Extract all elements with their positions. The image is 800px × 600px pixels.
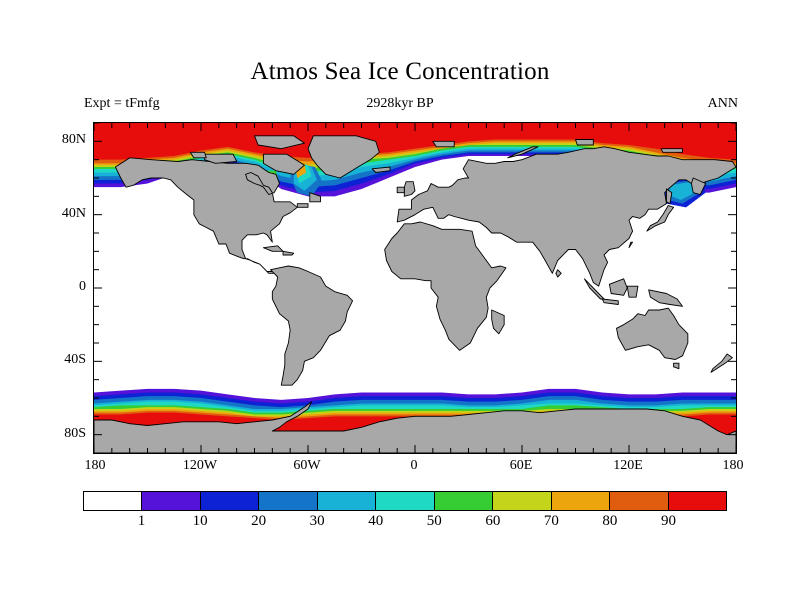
colorbar <box>83 491 727 511</box>
colorbar-segment <box>433 492 493 510</box>
land-ireland <box>396 186 405 194</box>
land-borneo <box>608 278 628 296</box>
chart-subtitle: 2928kyr BP <box>366 96 434 111</box>
sea-ice-map <box>94 123 736 453</box>
x-tick-label: 0 <box>410 458 418 473</box>
land-sakhalin <box>666 188 673 205</box>
experiment-label: Expt = tFmfg <box>84 96 160 111</box>
land-java <box>601 298 619 305</box>
colorbar-segments <box>83 491 727 511</box>
y-tick-label: 80N <box>61 132 86 148</box>
x-tick-label: 120W <box>182 458 218 473</box>
land-novaya-zemlya <box>507 146 539 159</box>
colorbar-segment <box>492 492 551 510</box>
land-sulawesi <box>626 285 639 298</box>
land-british-isles <box>403 181 416 197</box>
colorbar-tick-label: 1 <box>137 513 146 529</box>
colorbar-tick-label: 60 <box>485 513 501 529</box>
land-banks-island <box>189 151 207 159</box>
land-kamchatka <box>690 177 707 195</box>
colorbar-tick-label: 20 <box>251 513 267 529</box>
land-tasmania <box>673 362 680 370</box>
colorbar-tick-label: 40 <box>368 513 384 529</box>
y-tick-label: 80S <box>64 425 86 441</box>
y-tick-label: 0 <box>79 279 86 294</box>
colorbar-segment <box>550 492 610 510</box>
land-new-guinea <box>648 289 683 307</box>
colorbar-tick-label: 90 <box>660 513 676 529</box>
colorbar-segment <box>316 492 376 510</box>
land-japan <box>646 205 675 232</box>
land-iceland <box>371 166 391 173</box>
land-madagascar <box>491 309 505 335</box>
land-newfoundland <box>309 192 321 203</box>
x-tick-label: 180 <box>722 458 744 473</box>
y-tick-label: 40S <box>64 352 86 368</box>
land-greenland <box>307 135 380 179</box>
land-hispaniola <box>282 250 295 256</box>
land-severnaya <box>575 139 594 146</box>
land-africa <box>384 221 507 351</box>
land-taiwan <box>628 241 634 249</box>
page-title: Atmos Sea Ice Concentration <box>250 58 550 85</box>
colorbar-tick-label: 30 <box>309 513 325 529</box>
land-ellesmere <box>254 135 305 150</box>
colorbar-segment <box>667 492 726 510</box>
colorbar-tick-labels: 1 10 20 30 40 50 60 70 80 90 <box>83 513 727 535</box>
land-nova-scotia <box>296 203 309 208</box>
colorbar-segment <box>84 492 142 510</box>
land-antarctica <box>94 401 736 453</box>
colorbar-segment <box>375 492 434 510</box>
colorbar-segment <box>609 492 668 510</box>
colorbar-tick-label: 70 <box>543 513 559 529</box>
land-north-america <box>114 157 298 274</box>
map-plot-area <box>93 122 737 454</box>
colorbar-tick-label: 50 <box>426 513 442 529</box>
land-south-america <box>270 265 354 386</box>
land-baffin-island <box>262 153 305 175</box>
land-cuba <box>262 245 284 252</box>
okhotsk-ice <box>668 181 695 200</box>
land-layer <box>94 135 736 453</box>
colorbar-tick-label: 10 <box>192 513 208 529</box>
y-axis: 80N 40N 0 40S 80S <box>35 122 86 452</box>
land-eurasia <box>396 146 736 287</box>
land-australia <box>616 307 689 360</box>
land-victoria-island <box>204 153 238 164</box>
x-tick-label: 60E <box>509 458 533 473</box>
x-axis: 180 120W 60W 0 60E 120E 180 <box>85 458 744 480</box>
season-label: ANN <box>707 96 738 111</box>
land-new-zealand <box>710 353 733 373</box>
x-tick-label: 180 <box>84 458 106 473</box>
land-svalbard <box>432 140 455 148</box>
colorbar-segment <box>199 492 259 510</box>
x-tick-label: 120E <box>613 458 643 473</box>
axis-ticks <box>94 123 736 453</box>
colorbar-tick-label: 80 <box>602 513 618 529</box>
land-new-siberian <box>660 148 683 153</box>
arctic-ice-band <box>94 123 736 160</box>
colorbar-segment <box>141 492 200 510</box>
colorbar-segment <box>258 492 317 510</box>
x-tick-label: 60W <box>293 458 321 473</box>
land-sri-lanka <box>555 269 562 278</box>
y-tick-label: 40N <box>61 205 86 221</box>
